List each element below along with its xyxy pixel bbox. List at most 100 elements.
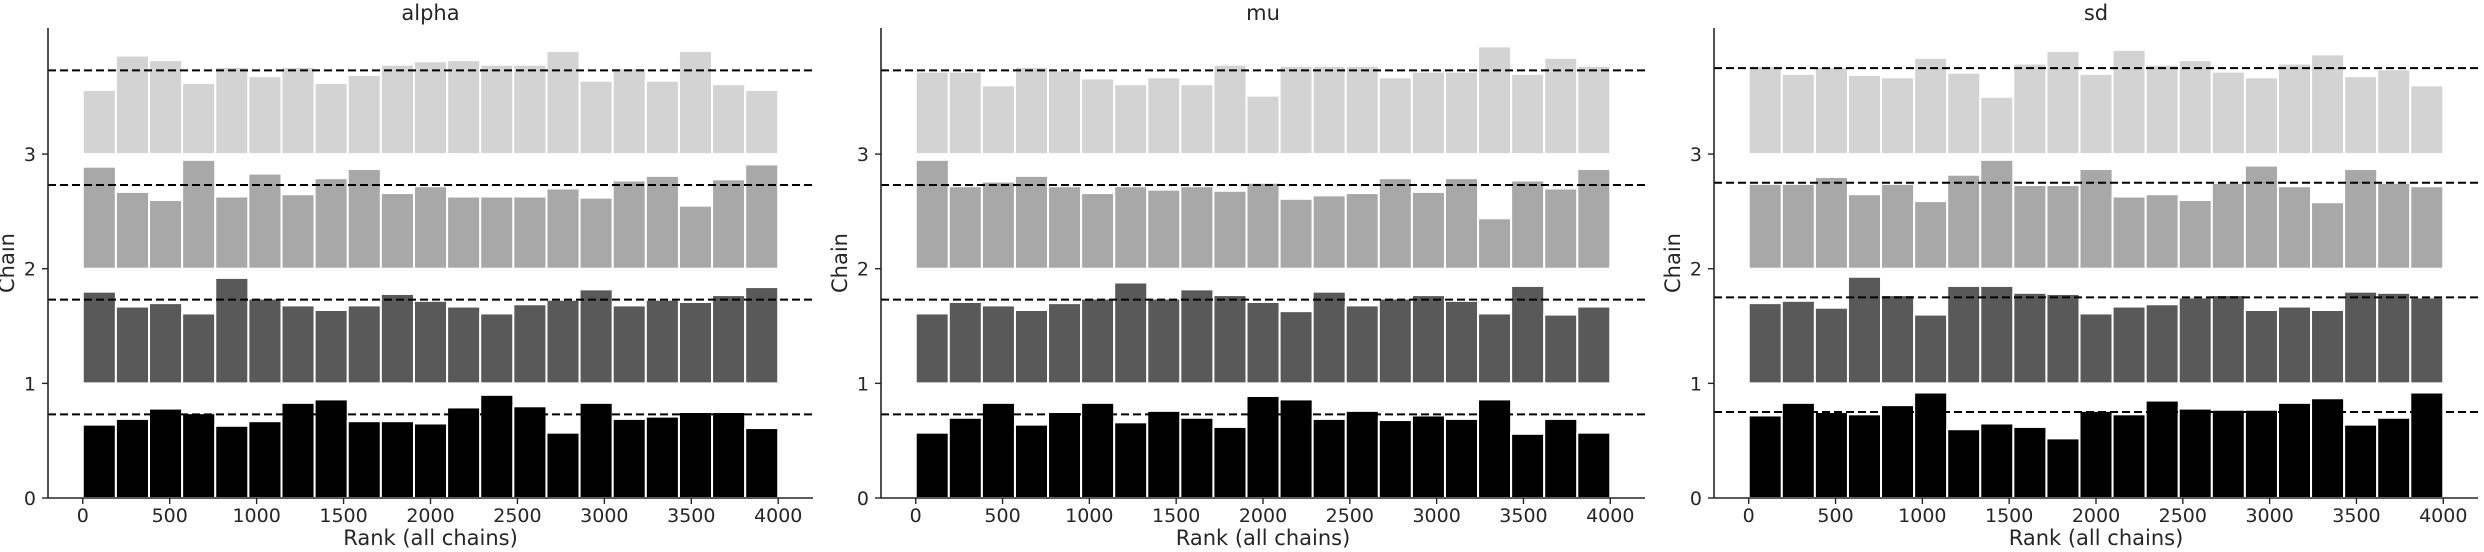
chart-title: sd: [2084, 1, 2108, 25]
bar-chain-2-bin-9: [1212, 189, 1248, 270]
x-tick-label: 4000: [754, 505, 802, 527]
bar-chain-3-bin-7: [313, 82, 349, 156]
bar-chain-3-bin-14: [545, 49, 581, 156]
bar-chain-0-bin-9: [2045, 437, 2081, 500]
y-tick-label: 3: [24, 144, 36, 166]
y-tick-label: 0: [24, 488, 36, 510]
x-tick-label: 2500: [2159, 505, 2207, 527]
bar-chain-0-bin-2: [148, 407, 184, 499]
bar-chain-3-bin-3: [181, 82, 217, 156]
bar-chain-0-bin-19: [2376, 416, 2412, 500]
bar-chain-0-bin-12: [1311, 417, 1347, 499]
x-tick-label: 1000: [1065, 505, 1113, 527]
bar-chain-3-bin-4: [1880, 76, 1916, 156]
bar-chain-3-bin-15: [578, 79, 614, 156]
bar-chain-2-bin-18: [2343, 168, 2379, 270]
bar-chain-1-bin-15: [1410, 294, 1446, 385]
x-tick-label: 500: [1817, 505, 1853, 527]
bar-chain-1-bin-15: [2243, 309, 2279, 385]
bar-chain-1-bin-9: [1212, 294, 1248, 385]
bar-chain-0-bin-4: [1047, 411, 1083, 499]
bar-chain-2-bin-8: [2012, 184, 2048, 270]
bar-chain-0-bin-10: [2078, 409, 2114, 499]
bar-chain-2-bin-0: [1747, 182, 1783, 270]
bar-chain-2-bin-18: [677, 204, 714, 270]
bar-chain-2-bin-14: [1377, 177, 1413, 270]
y-tick-label: 2: [857, 259, 869, 281]
bar-chain-3-bin-0: [914, 70, 950, 156]
x-tick-label: 500: [152, 505, 188, 527]
bar-chain-0-bin-20: [744, 427, 780, 500]
bar-chain-0-bin-14: [545, 431, 581, 499]
bar-chain-0-bin-1: [1780, 401, 1816, 500]
x-tick-label: 2000: [2072, 505, 2120, 527]
bar-chain-0-bin-9: [1212, 425, 1248, 499]
x-tick-label: 3500: [2332, 505, 2380, 527]
bar-chain-3-bin-8: [1179, 83, 1215, 156]
bar-chain-1-bin-19: [1543, 313, 1579, 385]
bar-chain-3-bin-15: [1410, 70, 1446, 156]
bar-chain-2-bin-18: [1510, 179, 1546, 270]
bar-chain-2-bin-11: [446, 195, 482, 270]
bar-chain-0-bin-6: [1946, 428, 1982, 499]
bar-chain-0-bin-3: [1846, 413, 1883, 500]
bar-chain-1-bin-5: [1913, 313, 1949, 385]
bar-chain-0-bin-8: [1179, 416, 1215, 500]
bar-chain-2-bin-0: [81, 165, 117, 270]
bar-chain-1-bin-2: [1813, 306, 1849, 385]
bar-chain-2-bin-13: [2177, 198, 2213, 270]
bar-chain-1-bin-4: [1880, 294, 1916, 385]
bar-chain-3-bin-0: [1747, 64, 1783, 156]
y-tick-label: 1: [1690, 373, 1702, 395]
bar-chain-2-bin-6: [1113, 185, 1149, 270]
bar-chain-0-bin-18: [677, 411, 714, 499]
bar-chain-0-bin-8: [346, 420, 382, 500]
bar-chain-1-bin-12: [2144, 303, 2180, 385]
bar-chain-3-bin-16: [1443, 70, 1480, 156]
y-tick-label: 1: [24, 373, 36, 395]
bar-chain-0-bin-4: [214, 424, 250, 499]
bar-chain-3-bin-18: [677, 49, 714, 156]
bar-chain-1-bin-10: [412, 299, 449, 385]
bar-chain-0-bin-2: [1813, 411, 1849, 499]
bar-chain-3-bin-13: [1344, 64, 1380, 156]
bar-chain-1-bin-1: [947, 300, 983, 385]
bar-chain-1-bin-9: [379, 292, 415, 385]
bar-chain-2-bin-2: [980, 180, 1016, 270]
bar-chain-2-bin-4: [1047, 185, 1083, 270]
bar-chain-2-bin-4: [214, 195, 250, 270]
bar-chain-0-bin-20: [2409, 391, 2445, 500]
bar-chain-3-bin-18: [2343, 75, 2379, 156]
bar-chain-1-bin-1: [114, 305, 151, 385]
bar-chain-2-bin-15: [578, 196, 614, 270]
bar-chain-3-bin-17: [1477, 45, 1513, 156]
bar-chain-0-bin-6: [1113, 421, 1149, 499]
x-tick-label: 3000: [2245, 505, 2293, 527]
bar-chain-1-bin-12: [479, 312, 515, 385]
bar-chain-3-bin-2: [1813, 65, 1849, 156]
bar-chain-2-bin-5: [1080, 192, 1116, 270]
bar-chain-1-bin-17: [644, 298, 680, 385]
x-axis-label: Rank (all chains): [2009, 526, 2184, 550]
bar-chain-0-bin-18: [1510, 432, 1546, 499]
bar-chain-0-bin-17: [644, 415, 680, 499]
bar-chain-3-bin-20: [2409, 84, 2445, 156]
bar-chain-1-bin-6: [280, 304, 316, 385]
bar-chain-1-bin-0: [1747, 302, 1783, 385]
bar-chain-0-bin-11: [2111, 413, 2147, 500]
bar-chain-3-bin-14: [1377, 76, 1413, 156]
bar-chain-1-bin-0: [81, 290, 117, 385]
x-tick-label: 3500: [1499, 505, 1547, 527]
bar-chain-3-bin-11: [1278, 64, 1314, 156]
bar-chain-0-bin-14: [1377, 419, 1413, 499]
bar-chain-0-bin-13: [1344, 409, 1380, 499]
bar-chain-3-bin-7: [1146, 76, 1182, 156]
x-tick-label: 2000: [1239, 505, 1287, 527]
bar-chain-1-bin-19: [711, 294, 747, 385]
bar-chain-2-bin-5: [247, 172, 283, 270]
bar-chain-0-bin-18: [2343, 423, 2379, 500]
bar-chain-1-bin-14: [1377, 297, 1413, 385]
x-tick-label: 4000: [1586, 505, 1634, 527]
bar-chain-3-bin-0: [81, 88, 117, 156]
x-tick-label: 0: [1743, 505, 1755, 527]
